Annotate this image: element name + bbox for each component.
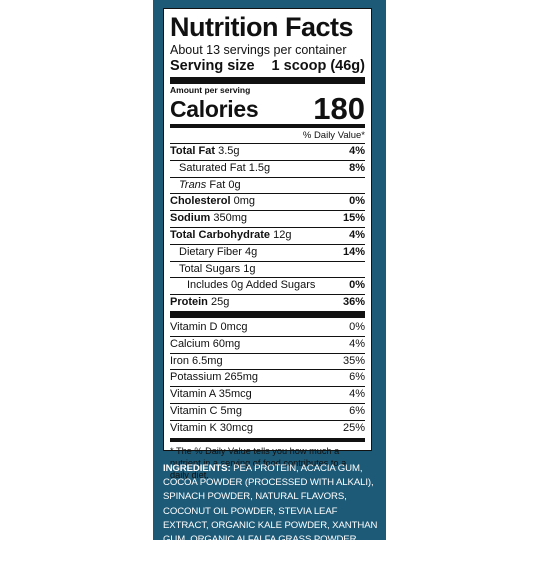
nutrient-amount: 25g	[210, 296, 230, 309]
nutrient-name: Total Sugars	[179, 262, 241, 275]
divider-thick	[170, 77, 365, 84]
vitamin-row: Vitamin D 0mcg 0%	[170, 320, 365, 336]
nutrient-amount: 1g	[243, 262, 256, 275]
nutrient-dv: 15%	[342, 212, 365, 225]
servings-per-container: About 13 servings per container	[170, 43, 347, 57]
calories-row: Calories 180	[170, 91, 365, 126]
divider-medium	[170, 124, 365, 128]
nutrient-amount: 12g	[273, 228, 292, 241]
nutrient-name: Dietary Fiber	[179, 245, 242, 258]
vitamin-row: Potassium 265mg 6%	[170, 369, 365, 386]
vitamin-row: Iron 6.5mg 35%	[170, 352, 365, 370]
nutrient-row-cholesterol: Cholesterol 0mg 0%	[170, 193, 365, 210]
nutrient-amount: 3.5g	[218, 145, 240, 157]
nutrient-name: Cholesterol	[170, 195, 231, 208]
serving-size-label: Serving size	[170, 58, 255, 74]
nutrient-amount: 0mg	[233, 195, 255, 208]
nutrient-amount: 350mg	[213, 212, 248, 225]
nutrient-row-total-fat: Total Fat 3.5g 4%	[170, 143, 365, 160]
nutrient-dv: 8%	[349, 161, 365, 174]
nutrient-row-saturated-fat: Saturated Fat 1.5g 8%	[170, 159, 365, 177]
nutrient-name: Includes 0g Added Sugars	[187, 279, 316, 292]
vitamin-name: Vitamin A 35mcg	[170, 388, 252, 401]
nutrient-dv: 0%	[349, 279, 365, 292]
daily-value-header: % Daily Value*	[302, 130, 365, 141]
serving-size-row: Serving size 1 scoop (46g)	[170, 58, 365, 75]
vitamin-row: Vitamin C 5mg 6%	[170, 402, 365, 420]
calories-value: 180	[313, 91, 365, 126]
nutrient-row-dietary-fiber: Dietary Fiber 4g 14%	[170, 243, 365, 261]
vitamin-dv: 6%	[349, 404, 365, 417]
vitamin-dv: 25%	[342, 421, 365, 434]
nutrient-row-sodium: Sodium 350mg 15%	[170, 210, 365, 227]
vitamin-row: Calcium 60mg 4%	[170, 335, 365, 353]
vitamin-name: Vitamin D 0mcg	[170, 320, 248, 333]
nutrient-row-total-carbohydrate: Total Carbohydrate 12g 4%	[170, 226, 365, 244]
nutrient-name: Total Carbohydrate	[170, 228, 271, 241]
vitamin-dv: 4%	[349, 337, 365, 350]
divider-medium	[170, 437, 365, 442]
serving-size-value: 1 scoop (46g)	[271, 58, 365, 74]
ingredients-block: INGREDIENTS: PEA PROTEIN, ACACIA GUM, CO…	[163, 462, 378, 561]
nutrient-row-trans-fat: Trans Fat 0g	[170, 176, 365, 194]
amount-per-serving: Amount per serving	[170, 85, 251, 95]
label-title: Nutrition Facts	[170, 12, 354, 42]
nutrition-facts-label: Nutrition Facts About 13 servings per co…	[163, 8, 372, 480]
nutrient-row-protein: Protein 25g 36%	[170, 294, 365, 311]
daily-value-footnote: * The % Daily Value tells you how much a…	[170, 445, 347, 480]
vitamin-name: Calcium 60mg	[170, 337, 241, 350]
nutrient-dv: 14%	[342, 245, 365, 258]
nutrient-dv: 36%	[342, 296, 365, 309]
nutrient-amount: 4g	[245, 245, 258, 258]
vitamin-dv: 35%	[342, 354, 365, 367]
vitamin-name: Iron 6.5mg	[170, 354, 223, 367]
nutrient-name: Protein	[170, 296, 208, 309]
nutrient-dv: 0%	[349, 195, 365, 208]
vitamin-dv: 4%	[349, 388, 365, 401]
nutrient-row-added-sugars: Includes 0g Added Sugars 0%	[170, 277, 365, 294]
nutrient-dv: 4%	[349, 145, 365, 157]
nutrient-amount: 1.5g	[248, 161, 271, 174]
vitamin-dv: 0%	[349, 320, 365, 333]
ingredients-text: PEA PROTEIN, ACACIA GUM, COCOA POWDER (P…	[163, 463, 378, 560]
nutrient-name: Saturated Fat	[179, 161, 246, 174]
nutrient-amount: Fat 0g	[209, 178, 241, 191]
vitamin-dv: 6%	[349, 371, 365, 384]
vitamin-name: Vitamin K 30mcg	[170, 421, 253, 434]
vitamin-name: Vitamin C 5mg	[170, 404, 242, 417]
vitamin-row: Vitamin A 35mcg 4%	[170, 386, 365, 403]
nutrient-name: Sodium	[170, 212, 211, 225]
vitamin-row: Vitamin K 30mcg 25%	[170, 419, 365, 437]
vitamin-name: Potassium 265mg	[170, 371, 259, 384]
nutrient-name: Total Fat	[170, 145, 216, 157]
calories-label: Calories	[170, 96, 259, 122]
ingredients-header: INGREDIENTS:	[163, 463, 231, 474]
nutrient-row-total-sugars: Total Sugars 1g	[170, 260, 365, 278]
divider-thick	[170, 310, 365, 318]
nutrient-dv: 4%	[349, 228, 365, 241]
nutrient-name: Trans	[179, 178, 207, 191]
